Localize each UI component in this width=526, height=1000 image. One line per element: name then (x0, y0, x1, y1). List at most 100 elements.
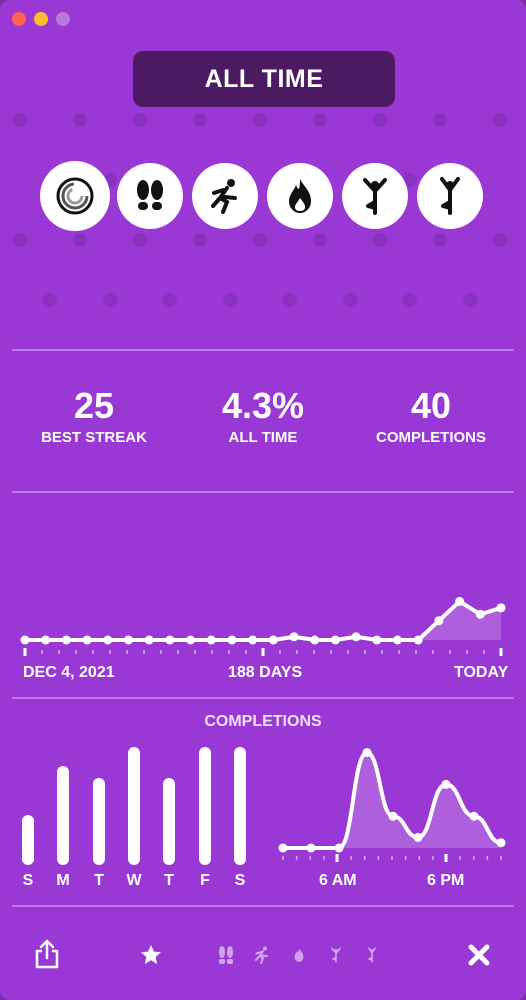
history-point (475, 609, 485, 619)
star-icon (141, 945, 161, 964)
hourly-point (413, 832, 423, 842)
best-streak-label: BEST STREAK (41, 429, 147, 446)
divider (12, 349, 514, 351)
history-point (227, 635, 237, 645)
history-point (351, 632, 361, 642)
time-range-selector[interactable]: ALL TIME (133, 51, 395, 107)
history-point (123, 635, 133, 645)
tab-yoga-1[interactable] (327, 944, 345, 966)
activity-rings-icon (56, 177, 94, 215)
hourly-point (306, 843, 316, 853)
background-pattern (13, 113, 507, 307)
history-point (289, 632, 299, 642)
moon-icon (187, 947, 195, 963)
history-point (20, 635, 30, 645)
close-button[interactable] (466, 942, 492, 968)
completions-label: COMPLETIONS (375, 429, 486, 446)
hourly-area (283, 752, 501, 848)
hourly-line (283, 750, 502, 850)
history-point (455, 596, 465, 606)
history-point (248, 635, 258, 645)
history-span-label: 188 DAYS (228, 664, 303, 681)
share-icon (35, 939, 59, 969)
divider (12, 491, 514, 493)
yoga-pose-icon (331, 947, 341, 963)
hour-label-6am: 6 AM (319, 872, 357, 889)
completions-stat: 40 COMPLETIONS (351, 384, 511, 446)
window-controls (12, 12, 70, 26)
history-point (496, 603, 506, 613)
tab-calories[interactable] (290, 944, 308, 966)
time-range-label: ALL TIME (204, 64, 324, 93)
tab-favorites[interactable] (140, 944, 162, 966)
weekday-label: F (200, 872, 210, 889)
yoga-pose-icon (367, 947, 376, 963)
share-button[interactable] (32, 938, 62, 970)
all-time-stat: 4.3% ALL TIME (183, 384, 343, 446)
completions-chart-title: COMPLETIONS (204, 713, 322, 730)
history-point (393, 635, 403, 645)
weekday-bar (163, 778, 175, 865)
history-point (82, 635, 92, 645)
hourly-chart (278, 748, 506, 862)
history-point (413, 635, 423, 645)
history-start-label: DEC 4, 2021 (23, 664, 115, 681)
weekday-label: S (234, 872, 246, 889)
stats-row: 25 BEST STREAK 4.3% ALL TIME 40 COMPLETI… (0, 384, 526, 464)
weekday-bar (234, 747, 246, 865)
best-streak-stat: 25 BEST STREAK (14, 384, 174, 446)
goal-running[interactable] (192, 163, 258, 229)
goal-selector (42, 163, 486, 229)
all-time-label: ALL TIME (228, 429, 298, 446)
goal-activity-rings[interactable] (42, 163, 108, 229)
tab-steps[interactable] (216, 944, 236, 966)
hourly-point (469, 811, 479, 821)
running-icon (211, 179, 237, 214)
hourly-point (334, 843, 344, 853)
yoga-pose-icon (440, 177, 460, 215)
goal-calories[interactable] (267, 163, 333, 229)
history-point (434, 616, 444, 626)
close-window-button[interactable] (12, 12, 26, 26)
minimize-window-button[interactable] (34, 12, 48, 26)
weekday-bar (93, 778, 105, 865)
divider (12, 697, 514, 699)
close-icon (468, 944, 490, 966)
goal-yoga-1[interactable] (342, 163, 408, 229)
tab-running[interactable] (251, 944, 273, 966)
weekday-bar (199, 747, 211, 865)
tab-sleep[interactable] (182, 944, 202, 966)
weekday-label: M (56, 872, 70, 889)
footprints-icon (137, 180, 163, 210)
history-chart (20, 596, 506, 656)
completions-value: 40 (410, 385, 452, 426)
hourly-point (441, 779, 451, 789)
hourly-point (388, 811, 398, 821)
history-area (25, 601, 501, 640)
history-point (186, 635, 196, 645)
weekday-bar-chart (0, 735, 260, 865)
hourly-point (278, 843, 288, 853)
flame-icon (289, 179, 311, 213)
maximize-window-button[interactable] (56, 12, 70, 26)
weekday-label: W (126, 872, 142, 889)
history-point (165, 635, 175, 645)
weekday-bar (57, 766, 69, 865)
tab-yoga-2[interactable] (363, 944, 381, 966)
history-point (206, 635, 216, 645)
history-point (310, 635, 320, 645)
history-end-label: TODAY (454, 664, 509, 681)
history-point (41, 635, 51, 645)
history-point (330, 635, 340, 645)
bottom-toolbar (0, 934, 526, 978)
goal-steps[interactable] (117, 163, 183, 229)
goal-yoga-2[interactable] (417, 163, 483, 229)
divider (12, 905, 514, 907)
flame-icon (294, 948, 304, 962)
history-point (144, 635, 154, 645)
yoga-pose-icon (363, 178, 387, 215)
hour-label-6pm: 6 PM (427, 872, 465, 889)
history-point (103, 635, 113, 645)
